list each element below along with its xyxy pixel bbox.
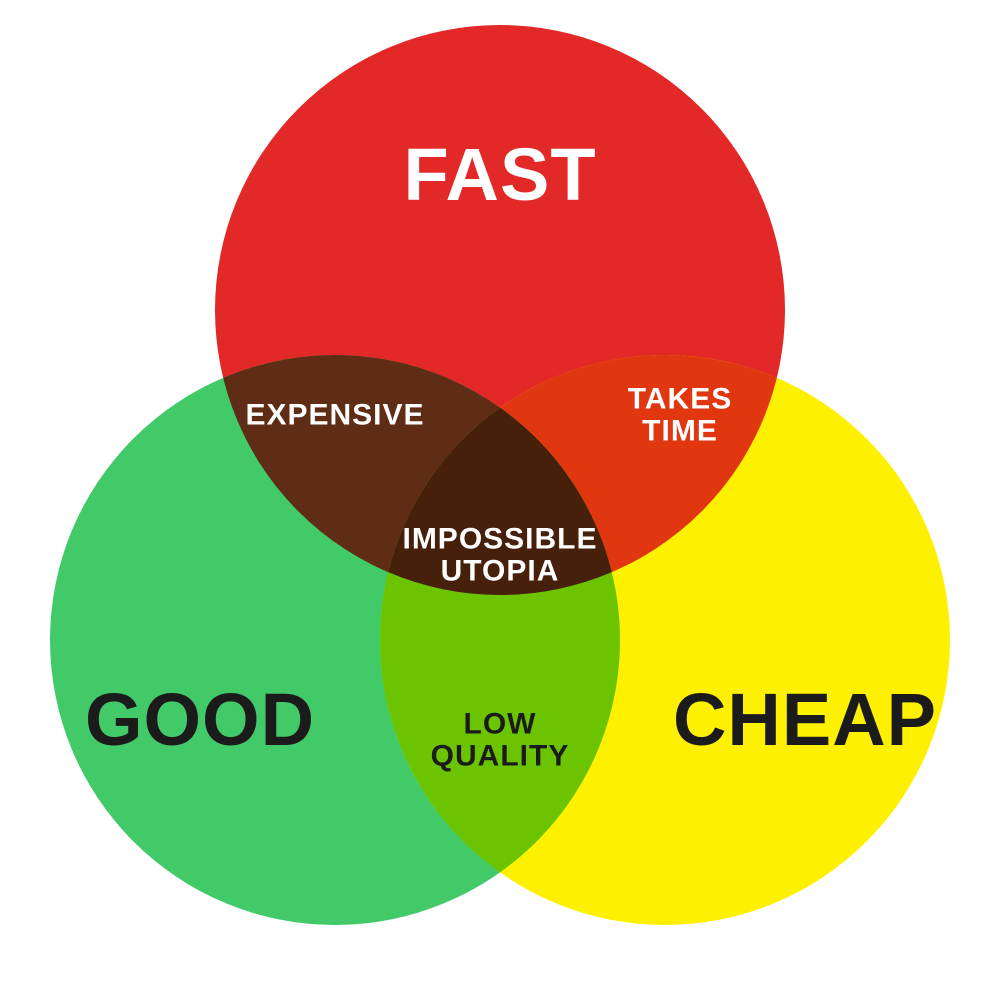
label-fast: FAST: [403, 136, 596, 214]
label-low-quality: LOW QUALITY: [431, 709, 570, 772]
label-cheap: CHEAP: [673, 681, 937, 759]
label-expensive: EXPENSIVE: [245, 399, 424, 431]
label-takes-time: TAKES TIME: [628, 384, 732, 447]
label-good: GOOD: [85, 681, 315, 759]
venn-diagram: FAST GOOD CHEAP EXPENSIVE TAKES TIME LOW…: [0, 0, 1000, 1000]
label-center: IMPOSSIBLE UTOPIA: [402, 524, 597, 587]
